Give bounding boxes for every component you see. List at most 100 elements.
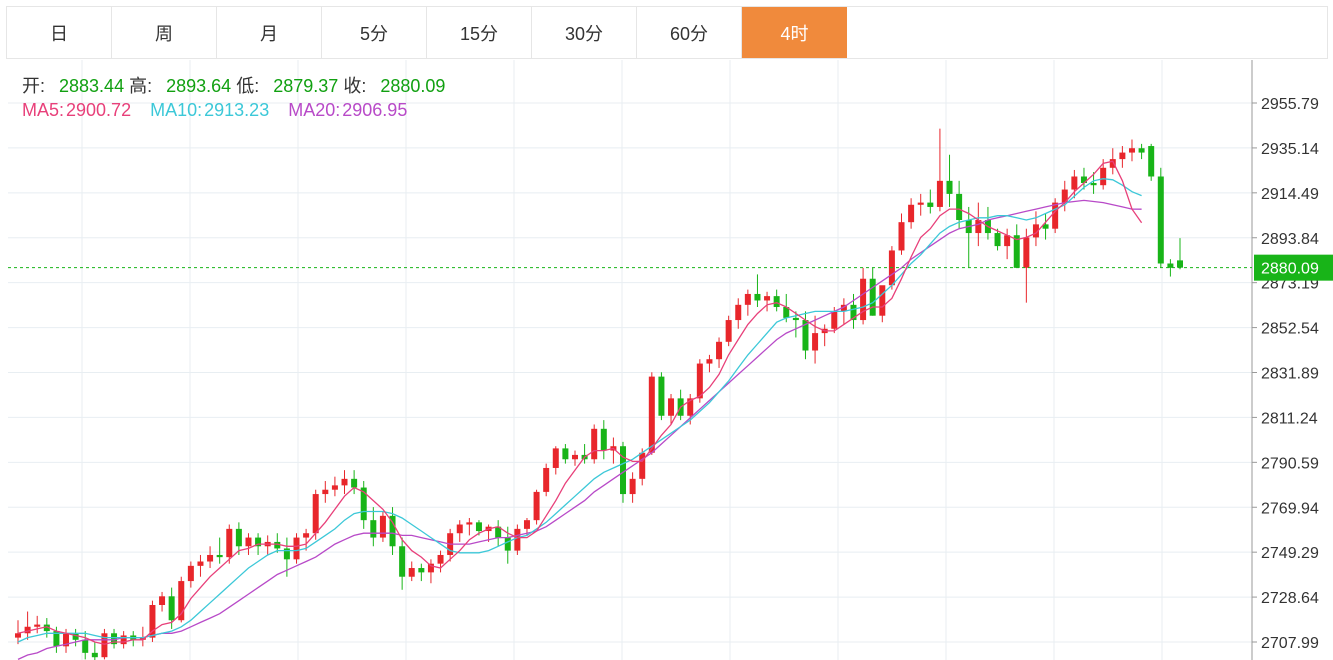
y-tick-label: 2831.89 (1261, 366, 1319, 383)
candle-body (620, 446, 627, 495)
candle-body (149, 605, 156, 638)
open-value: 2883.44 (59, 76, 125, 96)
y-tick-label: 2811.24 (1261, 410, 1318, 427)
candle-body (187, 565, 194, 582)
ma5-value: 2900.72 (66, 100, 132, 120)
candle-body (379, 515, 386, 538)
candle-body (716, 341, 723, 360)
candle-body (725, 320, 732, 342)
candle-body (600, 428, 607, 451)
candle-body (773, 296, 780, 308)
last-price-tag (1254, 254, 1333, 281)
ma5-label: MA5: (22, 100, 65, 120)
candle-body (303, 533, 310, 538)
candle-body (917, 202, 924, 205)
y-tick-label: 2914.49 (1261, 186, 1319, 203)
candle-body (735, 304, 742, 321)
candle-body (370, 520, 377, 538)
candle-body (1004, 235, 1011, 247)
candle-body (1138, 148, 1145, 153)
candle-body (1042, 224, 1049, 229)
candle-body (1119, 152, 1126, 160)
candle-body (1090, 183, 1097, 186)
close-value: 2880.09 (380, 76, 446, 96)
candle-body (860, 278, 867, 321)
ma10-value: 2913.23 (204, 100, 270, 120)
open-label: 开: (22, 76, 46, 96)
candle-body (331, 485, 338, 490)
candle-body (322, 489, 329, 495)
candle-body (629, 478, 636, 495)
candle-body (831, 311, 838, 329)
tab-week[interactable]: 周 (112, 7, 217, 58)
candle-body (34, 624, 41, 627)
y-tick-label: 2728.64 (1261, 590, 1319, 607)
candle-body (168, 596, 175, 621)
tab-60min[interactable]: 60分 (637, 7, 742, 58)
candle-body (562, 448, 569, 460)
candle-body (552, 448, 559, 468)
y-tick-label: 2935.14 (1261, 141, 1319, 158)
candle-body (764, 296, 771, 301)
tab-15min[interactable]: 15分 (427, 7, 532, 58)
high-label: 高: (129, 76, 153, 96)
candle-body (850, 304, 857, 321)
ma20-value: 2906.95 (342, 100, 408, 120)
tab-day[interactable]: 日 (7, 7, 112, 58)
ma5-line (17, 160, 1143, 645)
candle-body (466, 522, 473, 525)
low-label: 低: (236, 76, 260, 96)
candle-body (91, 652, 98, 658)
candle-body (898, 222, 905, 251)
candle-body (658, 376, 665, 416)
candle-body (53, 631, 60, 647)
candle-body (1167, 263, 1174, 268)
candle-body (226, 528, 233, 558)
candle-body (639, 452, 646, 479)
candle-body (1052, 202, 1059, 229)
candle-body (927, 202, 934, 207)
candle-body (437, 554, 444, 564)
candle-body (936, 180, 943, 207)
candle-body (1071, 176, 1078, 190)
candle-body (15, 633, 21, 638)
candle-body (245, 537, 252, 547)
y-tick-label: 2852.54 (1261, 321, 1319, 338)
candle-body (946, 180, 953, 194)
candle-body (341, 478, 348, 486)
high-value: 2893.64 (166, 76, 232, 96)
candle-body (283, 548, 290, 560)
candle-body (101, 633, 108, 658)
candle-body (1023, 237, 1030, 268)
tab-month[interactable]: 月 (217, 7, 322, 58)
y-tick-label: 2707.99 (1261, 635, 1319, 652)
candle-body (802, 320, 809, 351)
candle-body (687, 398, 694, 416)
ma-info: MA5: 2900.72 MA10: 2913.23 MA20: 2906.95 (22, 100, 407, 121)
candle-body (399, 546, 406, 577)
y-tick-label: 2769.94 (1261, 500, 1319, 517)
last-price-label: 2880.09 (1261, 261, 1319, 278)
candle-body (1128, 148, 1135, 153)
tab-4hour[interactable]: 4时 (742, 7, 847, 58)
candle-body (792, 317, 799, 321)
candle-body (216, 554, 223, 558)
candle-body (1013, 235, 1020, 268)
candle-body (178, 581, 185, 621)
tab-30min[interactable]: 30分 (532, 7, 637, 58)
candle-body (274, 541, 281, 549)
candle-body (159, 596, 166, 606)
candle-body (120, 635, 127, 645)
tab-5min[interactable]: 5分 (322, 7, 427, 58)
close-label: 收: (343, 76, 367, 96)
candle-body (514, 528, 521, 551)
candle-body (975, 220, 982, 234)
candlestick-chart[interactable]: 2955.792935.142914.492893.842873.192852.… (0, 60, 1333, 660)
candle-body (1148, 146, 1155, 177)
ohlc-info: 开: 2883.44 高: 2893.64 低: 2879.37 收: 2880.09 (22, 72, 445, 98)
ma20-line (17, 199, 1142, 660)
candle-body (418, 568, 425, 573)
candle-body (82, 639, 89, 653)
candle-body (111, 633, 118, 645)
y-tick-label: 2955.79 (1261, 96, 1319, 113)
